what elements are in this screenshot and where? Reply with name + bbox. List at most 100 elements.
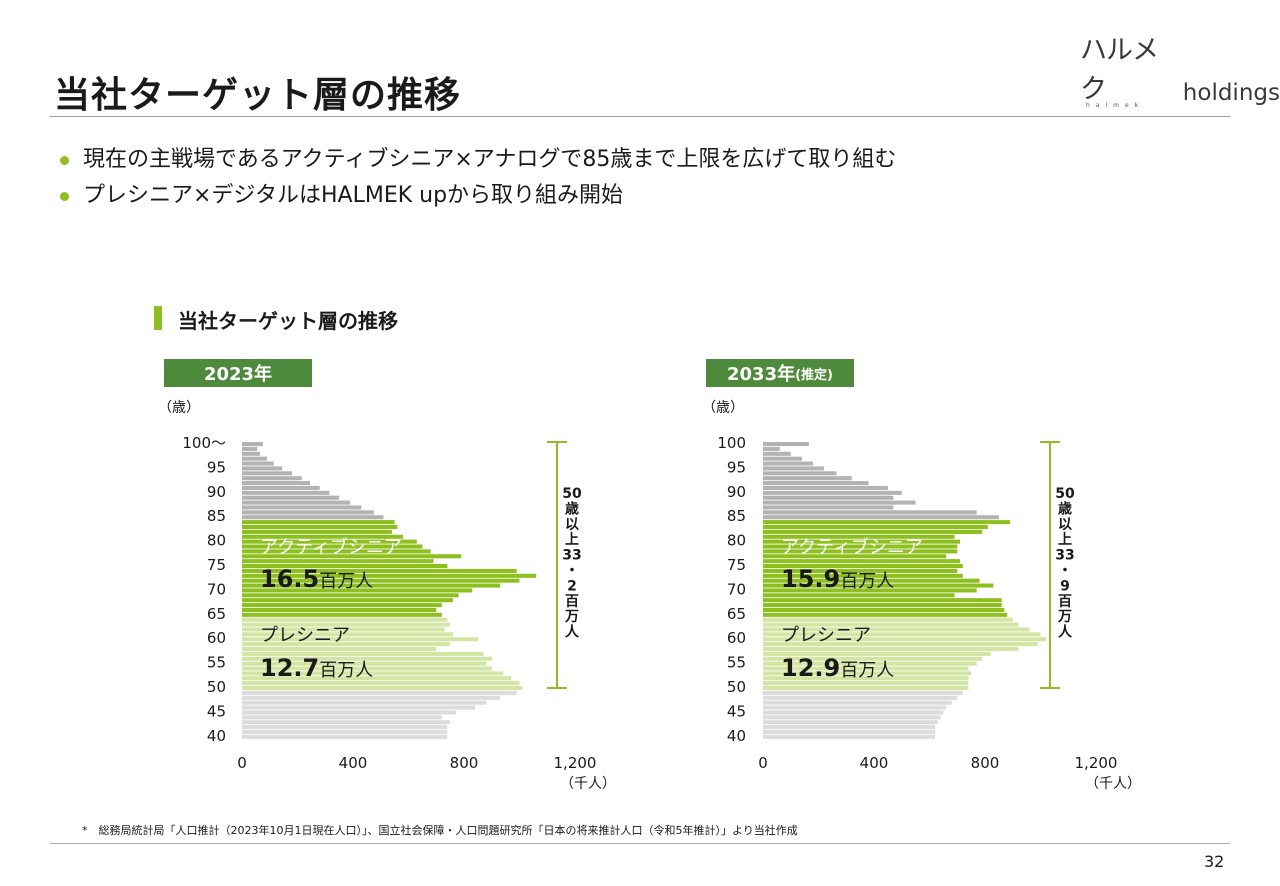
pyramid-bar (242, 646, 437, 652)
pre-senior-total-value: 12.9 (781, 654, 840, 682)
pyramid-bar (242, 481, 310, 486)
pre-senior-total: 12.9百万人 (781, 654, 894, 682)
pyramid-bar (763, 671, 972, 676)
title-divider (50, 116, 1230, 117)
pyramid-bar (242, 656, 492, 661)
age-tick-label: 40 (727, 727, 746, 745)
pyramid-bar (242, 490, 330, 495)
pyramid-bar (242, 666, 492, 671)
pyramid-bar (763, 559, 960, 564)
page-title: 当社ターゲット層の推移 (54, 75, 462, 116)
active-senior-label: アクティブシニア (781, 536, 923, 558)
age-tick-label: 85 (207, 507, 226, 525)
pyramid-bar (242, 578, 520, 583)
bracket-label-char: 以 (565, 517, 579, 533)
pyramid-bar (242, 627, 445, 632)
pyramid-bar (242, 734, 448, 739)
pre-senior-total: 12.7百万人 (260, 654, 373, 682)
pyramid-bar (242, 612, 442, 617)
x-tick-label: 800 (450, 754, 479, 772)
age-tick-label: 65 (207, 605, 226, 623)
bracket-label-bg (1054, 484, 1078, 650)
active-senior-total-unit: 百万人 (840, 571, 894, 592)
pyramid-bar (242, 725, 448, 730)
bracket-label-char: 人 (1058, 624, 1073, 641)
pyramid-bar (242, 593, 459, 598)
pyramid-bar (763, 646, 1019, 652)
logo-subtext: halmek (1086, 102, 1145, 109)
pyramid-bar (763, 656, 983, 661)
age-tick-label: 95 (727, 458, 746, 476)
pyramid-bar (242, 549, 431, 554)
active-senior-total: 16.5百万人 (260, 565, 373, 593)
pyramid-bar (242, 500, 351, 505)
bracket-label-char: 50 (1055, 486, 1075, 502)
pyramid-bar (242, 651, 484, 656)
bracket-label-char: 人 (565, 624, 580, 641)
pyramid-bar (242, 495, 340, 500)
pyramid-bar (763, 651, 991, 656)
pyramid-bar (763, 485, 888, 490)
pyramid-bar (763, 729, 936, 734)
pyramid-bar (763, 442, 809, 447)
age-tick-label: 60 (727, 629, 746, 647)
pyramid-bar (242, 681, 520, 686)
pyramid-bar (242, 705, 476, 710)
pyramid-bar (763, 539, 960, 544)
year-tag-suffix: (推定) (795, 367, 833, 383)
pyramid-bar (763, 695, 958, 700)
pyramid-bar (242, 451, 260, 456)
bracket-label-char: 歳 (1058, 500, 1072, 517)
pyramid-bar (242, 524, 398, 530)
pyramid-bar (763, 715, 941, 720)
pyramid-bar (242, 637, 478, 642)
x-tick-label: 400 (860, 754, 889, 772)
pyramid-bar (763, 681, 969, 686)
pyramid-bar (763, 554, 947, 559)
year-tag-label: 2033年 (727, 364, 796, 385)
x-unit-label: （千人） (1085, 776, 1141, 792)
pyramid-bar (242, 607, 437, 612)
age-tick-label: 70 (207, 580, 226, 598)
pyramid-bar (242, 710, 456, 715)
pyramid-bar (763, 725, 936, 730)
pyramid-bar (242, 617, 448, 622)
pyramid-bar (763, 495, 894, 500)
pre-senior-label: プレシニア (781, 625, 871, 646)
bracket-label-char: 50 (562, 486, 582, 502)
bullet-item: プレシニア×デジタルはHALMEK upから取り組み開始 (60, 178, 896, 214)
active-senior-total-value: 16.5 (260, 565, 319, 593)
age-tick-label: 85 (727, 507, 746, 525)
logo-kana: ハルメク (1080, 35, 1159, 105)
pyramid-bar (763, 686, 969, 691)
pyramid-bar (763, 490, 902, 495)
bullet-dot-icon (60, 155, 69, 165)
pyramid-bar (763, 461, 813, 466)
active-senior-label: アクティブシニア (260, 536, 402, 558)
pyramid-bar (242, 720, 451, 725)
pyramid-bar (763, 734, 936, 739)
pre-senior-total-value: 12.7 (260, 654, 319, 682)
pyramid-bar (763, 612, 1008, 617)
pyramid-bar (763, 456, 802, 461)
pyramid-bar (763, 568, 958, 573)
section-title: 当社ターゲット層の推移 (178, 309, 398, 333)
pyramid-bar (242, 715, 442, 720)
logo-holdings: holdings (1182, 80, 1280, 106)
pyramid-bar (242, 515, 384, 520)
pyramid-bar (242, 520, 395, 525)
pyramid-bar (763, 500, 916, 505)
pyramid-bar (763, 661, 977, 666)
pyramid-bar (763, 627, 1030, 632)
pyramid-bar (763, 578, 980, 583)
pyramid-bar (242, 456, 267, 461)
bullet-list: 現在の主戦場であるアクティブシニア×アナログで85歳まで上限を広げて取り組む プ… (60, 142, 896, 214)
pyramid-bar (763, 622, 1019, 627)
bracket-label-char: 33 (1055, 548, 1074, 564)
pyramid-bar (763, 710, 944, 715)
pyramid-bar (763, 632, 1041, 637)
active-senior-total-unit: 百万人 (319, 571, 373, 592)
page-number: 32 (1204, 852, 1225, 871)
pyramid-bar (763, 607, 1005, 612)
